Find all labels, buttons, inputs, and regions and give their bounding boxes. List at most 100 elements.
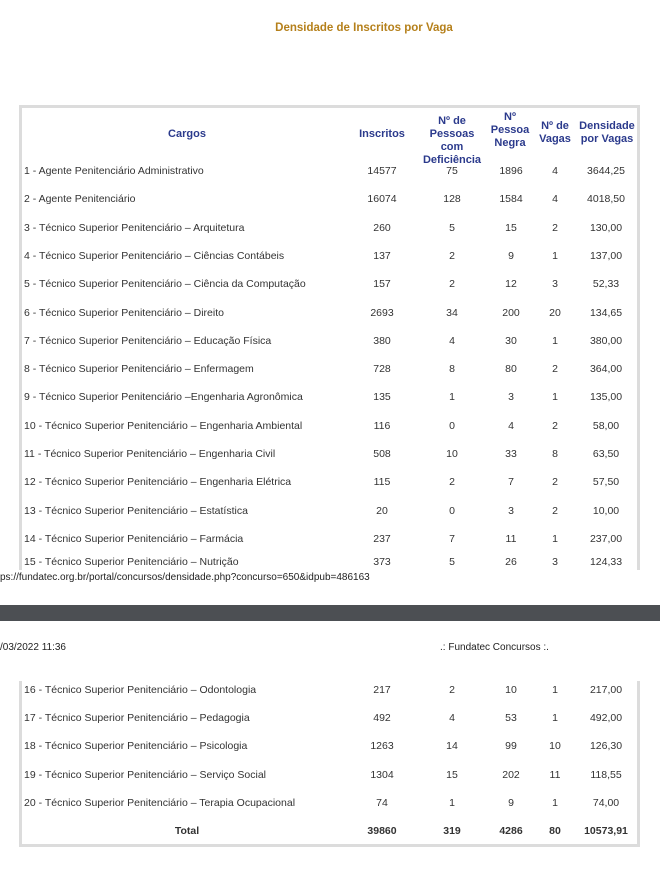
cell-negra: 12: [505, 278, 517, 291]
cell-densidade: 4018,50: [587, 193, 625, 206]
cell-densidade: 52,33: [592, 278, 620, 291]
cell-pcd: 4: [449, 712, 455, 725]
cell-densidade: 10,00: [592, 504, 620, 517]
table-row: 9 - Técnico Superior Penitenciário –Enge…: [22, 391, 637, 407]
table-row: 16 - Técnico Superior Penitenciário – Od…: [22, 684, 637, 700]
cell-vagas: 3: [552, 555, 558, 568]
cell-densidade: 58,00: [592, 419, 620, 432]
cell-vagas: 20: [549, 306, 561, 319]
cell-vagas: 1: [552, 391, 558, 404]
total-row: Total 39860 319 4286 80 10573,91: [22, 825, 637, 841]
cell-inscritos: 74: [376, 796, 388, 809]
cell-inscritos: 116: [373, 419, 391, 432]
cell-densidade: 134,65: [589, 306, 623, 319]
print-site-name: .: Fundatec Concursos :.: [440, 642, 549, 653]
cell-pcd: 128: [443, 193, 461, 206]
cell-cargo: 7 - Técnico Superior Penitenciário – Edu…: [24, 334, 272, 347]
cell-inscritos: 1304: [370, 768, 394, 781]
cell-vagas: 1: [552, 334, 558, 347]
cell-negra: 3: [508, 504, 514, 517]
cell-negra: 1584: [499, 193, 523, 206]
cell-pcd: 5: [449, 555, 455, 568]
cell-cargo: 17 - Técnico Superior Penitenciário – Pe…: [24, 712, 250, 725]
cell-negra: 33: [505, 448, 517, 460]
cell-vagas: 3: [552, 278, 558, 291]
cell-pcd: 2: [449, 684, 455, 696]
cell-negra: 11: [505, 532, 517, 545]
cell-pcd: 15: [446, 768, 458, 781]
cell-pcd: 14: [446, 740, 458, 753]
cell-densidade: 137,00: [589, 249, 623, 262]
cell-cargo: 10 - Técnico Superior Penitenciário – En…: [24, 419, 303, 432]
cell-inscritos: 14577: [367, 165, 397, 177]
cell-pcd: 75: [446, 165, 458, 177]
cell-vagas: 10: [549, 740, 561, 753]
cell-inscritos: 260: [373, 221, 391, 234]
cell-inscritos: 1263: [370, 740, 394, 753]
cell-densidade: 364,00: [589, 363, 623, 376]
table-row: 8 - Técnico Superior Penitenciário – Enf…: [22, 363, 637, 379]
cell-negra: 9: [508, 796, 514, 809]
table-row: 3 - Técnico Superior Penitenciário – Arq…: [22, 222, 637, 238]
cell-cargo: 5 - Técnico Superior Penitenciário – Ciê…: [24, 278, 306, 291]
table-row: 11 - Técnico Superior Penitenciário – En…: [22, 448, 637, 464]
cell-cargo: 15 - Técnico Superior Penitenciário – Nu…: [24, 555, 239, 568]
table-row: 12 - Técnico Superior Penitenciário – En…: [22, 476, 637, 492]
cell-pcd: 10: [446, 448, 458, 460]
page-break-bar: [0, 605, 660, 621]
cell-negra: 99: [505, 740, 517, 753]
cell-negra: 30: [505, 334, 517, 347]
cell-cargo: 4 - Técnico Superior Penitenciário – Ciê…: [24, 249, 285, 262]
cell-pcd: 2: [449, 249, 455, 262]
cell-inscritos: 380: [373, 334, 391, 347]
cell-densidade: 10573,91: [584, 825, 628, 837]
cell-densidade: 237,00: [589, 532, 623, 545]
cell-vagas: 8: [552, 448, 558, 460]
table-row: 6 - Técnico Superior Penitenciário – Dir…: [22, 307, 637, 323]
cell-inscritos: 728: [373, 363, 391, 376]
cell-cargo: 2 - Agente Penitenciário: [24, 193, 136, 206]
cell-negra: 3: [508, 391, 514, 404]
cell-negra: 53: [505, 712, 517, 725]
table-row: 1 - Agente Penitenciário Administrativo 1…: [22, 165, 637, 181]
cell-negra: 4: [508, 419, 514, 432]
cell-vagas: 1: [552, 712, 558, 725]
cell-cargo: 8 - Técnico Superior Penitenciário – Enf…: [24, 363, 254, 376]
cell-pcd: 2: [449, 476, 455, 489]
table-row: 5 - Técnico Superior Penitenciário – Ciê…: [22, 278, 637, 294]
cell-negra: 200: [502, 306, 520, 319]
cell-negra: 7: [508, 476, 514, 489]
print-url: ps://fundatec.org.br/portal/concursos/de…: [0, 572, 370, 583]
cell-cargo: Total: [174, 825, 200, 837]
cell-pcd: 4: [449, 334, 455, 347]
cell-cargo: 9 - Técnico Superior Penitenciário –Enge…: [24, 391, 303, 404]
density-table-page2: 16 - Técnico Superior Penitenciário – Od…: [19, 681, 640, 847]
cell-pcd: 2: [449, 278, 455, 291]
cell-pcd: 0: [449, 504, 455, 517]
cell-densidade: 124,33: [589, 555, 623, 568]
table-row: 14 - Técnico Superior Penitenciário – Fa…: [22, 533, 637, 549]
cell-inscritos: 115: [373, 476, 391, 489]
table-row: 2 - Agente Penitenciário 16074 128 1584 4 401…: [22, 193, 637, 209]
cell-vagas: 4: [552, 165, 558, 177]
cell-vagas: 1: [552, 796, 558, 809]
cell-inscritos: 137: [373, 249, 391, 262]
cell-pcd: 1: [449, 391, 455, 404]
cell-cargo: 1 - Agente Penitenciário Administrativo: [24, 165, 204, 177]
header-inscritos: Inscritos: [359, 128, 405, 140]
cell-densidade: 118,55: [590, 768, 622, 781]
cell-inscritos: 508: [373, 448, 391, 460]
cell-negra: 1896: [499, 165, 523, 177]
cell-vagas: 1: [552, 249, 558, 262]
print-date: /03/2022 11:36: [0, 642, 66, 653]
cell-pcd: 5: [449, 221, 455, 234]
cell-vagas: 2: [552, 221, 558, 234]
cell-inscritos: 20: [376, 504, 388, 517]
cell-cargo: 14 - Técnico Superior Penitenciário – Fa…: [24, 532, 244, 545]
cell-densidade: 130,00: [589, 221, 623, 234]
cell-densidade: 63,50: [592, 448, 620, 460]
cell-cargo: 18 - Técnico Superior Penitenciário – Ps…: [24, 740, 248, 753]
cell-densidade: 492,00: [589, 712, 623, 725]
density-table-page1: Cargos Inscritos Nº de Pessoas com Defic…: [19, 105, 640, 570]
cell-densidade: 3644,25: [587, 165, 625, 177]
